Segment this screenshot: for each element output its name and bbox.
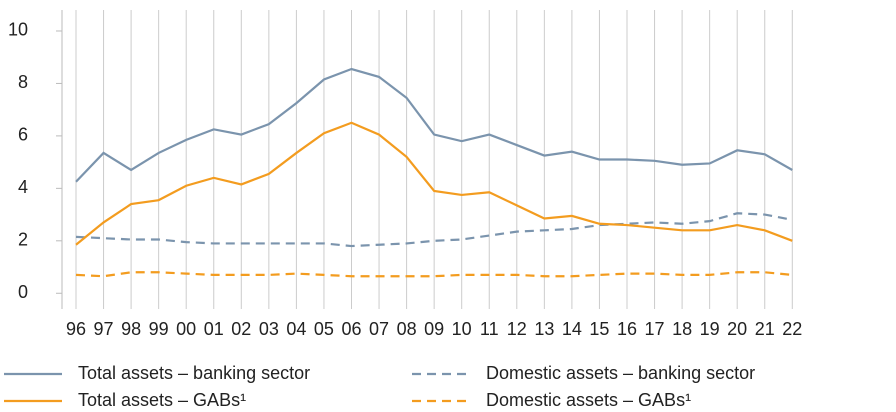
x-tick-label: 14 <box>562 319 582 339</box>
x-tick-label: 19 <box>700 319 720 339</box>
x-tick-label: 02 <box>231 319 251 339</box>
x-tick-label: 13 <box>534 319 554 339</box>
series-line <box>75 121 793 246</box>
x-tick-label: 17 <box>645 319 665 339</box>
x-tick-label: 07 <box>369 319 389 339</box>
x-tick-label: 01 <box>204 319 224 339</box>
x-tick-label: 20 <box>727 319 747 339</box>
x-tick-label: 11 <box>480 319 499 339</box>
legend-label: Domestic assets – GABs¹ <box>486 390 691 410</box>
series-line <box>75 67 793 183</box>
x-tick-label: 99 <box>149 319 169 339</box>
y-tick-label: 6 <box>18 125 28 145</box>
y-tick-label: 0 <box>18 282 28 302</box>
x-tick-label: 16 <box>617 319 637 339</box>
x-tick-label: 12 <box>507 319 527 339</box>
y-tick-label: 8 <box>18 72 28 92</box>
x-tick-label: 10 <box>452 319 472 339</box>
legend-label: Domestic assets – banking sector <box>486 363 755 383</box>
x-tick-label: 21 <box>755 319 775 339</box>
y-tick-label: 10 <box>8 20 28 40</box>
x-tick-label: 22 <box>782 319 802 339</box>
legend-label: Total assets – banking sector <box>78 363 310 383</box>
x-tick-label: 04 <box>286 319 306 339</box>
x-tick-label: 09 <box>424 319 444 339</box>
legend-label: Total assets – GABs¹ <box>78 390 246 410</box>
x-tick-label: 05 <box>314 319 334 339</box>
x-tick-label: 97 <box>94 319 114 339</box>
x-tick-label: 00 <box>176 319 196 339</box>
x-tick-label: 18 <box>672 319 692 339</box>
x-tick-label: 06 <box>341 319 361 339</box>
x-tick-label: 98 <box>121 319 141 339</box>
y-tick-label: 2 <box>18 230 28 250</box>
x-tick-label: 15 <box>589 319 609 339</box>
y-tick-label: 4 <box>18 177 28 197</box>
x-tick-label: 03 <box>259 319 279 339</box>
x-tick-label: 08 <box>397 319 417 339</box>
x-tick-label: 96 <box>66 319 86 339</box>
